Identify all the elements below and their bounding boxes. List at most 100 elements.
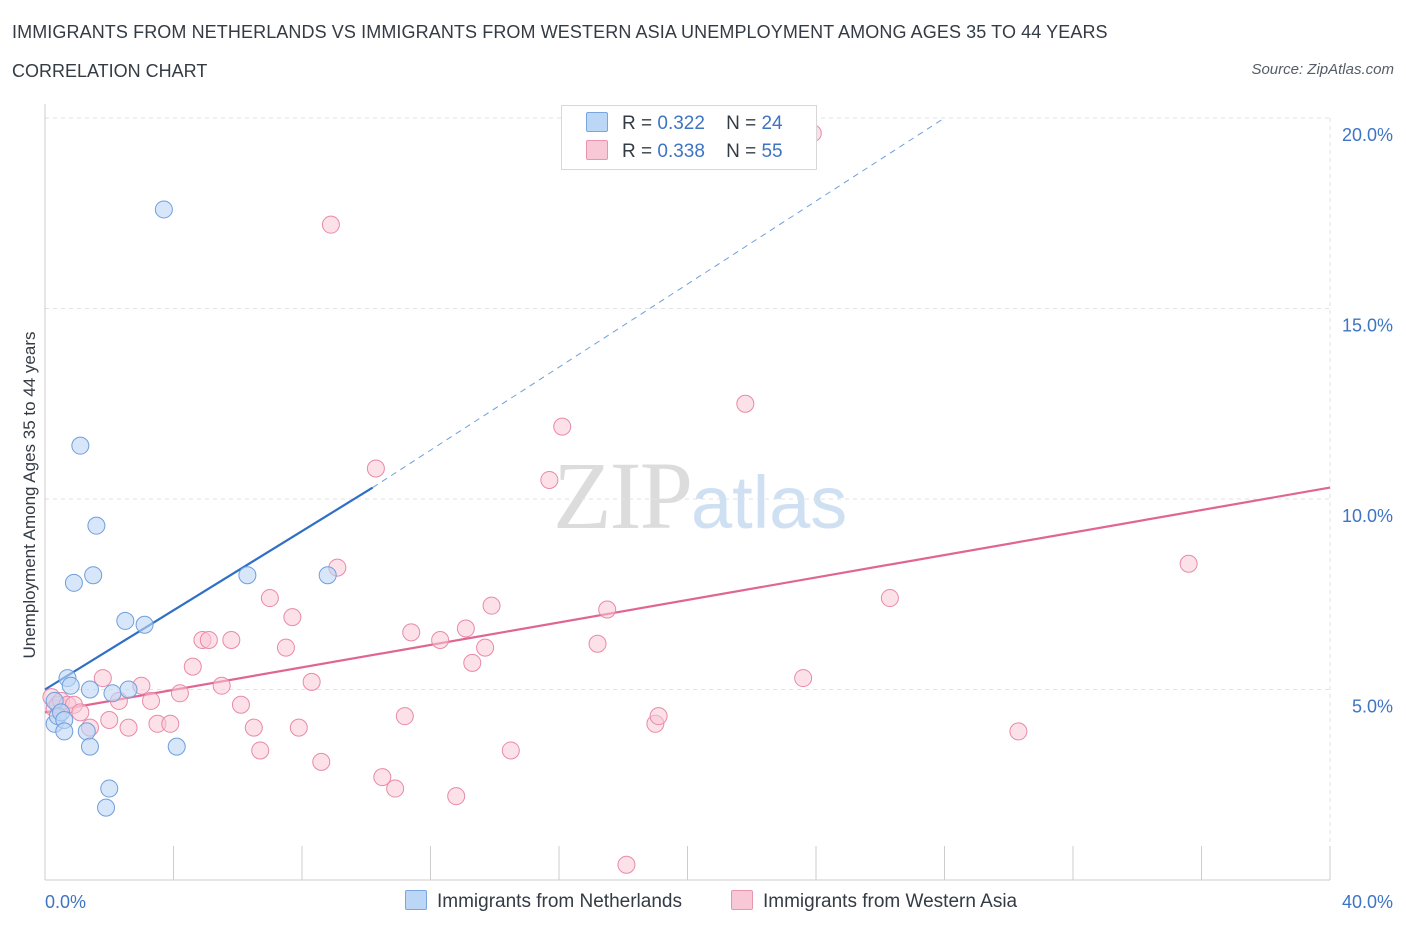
axes [44, 104, 1331, 881]
r-label: R = [622, 141, 653, 162]
trendline-netherlands-extension [372, 117, 945, 488]
point-netherlands [119, 680, 138, 699]
legend-row-western-asia: R = 0.338 N = 55 [586, 140, 783, 164]
point-western-asia [1009, 722, 1028, 741]
western-asia-swatch [586, 140, 608, 160]
point-western-asia [395, 707, 414, 726]
point-netherlands [84, 566, 103, 585]
n-label: N = [726, 113, 757, 134]
point-western-asia [170, 684, 189, 703]
point-western-asia [183, 657, 202, 676]
legend-row-netherlands: R = 0.322 N = 24 [586, 112, 783, 136]
r-value: 0.338 [657, 141, 705, 162]
chart-title: IMMIGRANTS FROM NETHERLANDS VS IMMIGRANT… [12, 22, 1108, 42]
point-netherlands [61, 676, 80, 695]
point-western-asia [386, 779, 405, 798]
point-netherlands [97, 798, 116, 817]
point-western-asia [736, 394, 755, 413]
point-netherlands [103, 684, 122, 703]
point-western-asia [617, 855, 636, 874]
x-tick-label: 40.0% [1342, 892, 1393, 912]
western-asia-swatch [731, 890, 753, 910]
point-western-asia [649, 707, 668, 726]
point-netherlands [71, 436, 90, 455]
point-western-asia [794, 669, 813, 688]
point-netherlands [167, 737, 186, 756]
point-netherlands [238, 566, 257, 585]
point-netherlands [55, 722, 74, 741]
n-value: 24 [761, 113, 783, 134]
n-label: N = [726, 141, 757, 162]
data-points [42, 124, 1198, 874]
zipatlas-watermark: ZIPatlas [553, 440, 847, 551]
legend-item-netherlands: Immigrants from Netherlands [405, 890, 682, 913]
legend-label-netherlands: Immigrants from Netherlands [437, 891, 682, 912]
watermark-atlas: atlas [691, 461, 848, 544]
point-netherlands [77, 722, 96, 741]
point-western-asia [880, 589, 899, 608]
legend-label-western-asia: Immigrants from Western Asia [763, 891, 1018, 912]
x-tick-label: 0.0% [45, 892, 86, 912]
y-tick-label: 20.0% [1342, 125, 1393, 145]
point-western-asia [463, 653, 482, 672]
point-western-asia [366, 459, 385, 478]
point-netherlands [116, 611, 135, 630]
point-western-asia [142, 691, 161, 710]
point-western-asia [321, 215, 340, 234]
point-netherlands [154, 200, 173, 219]
chart-subtitle: CORRELATION CHART [12, 61, 208, 81]
point-western-asia [501, 741, 520, 760]
point-western-asia [251, 741, 270, 760]
point-western-asia [431, 630, 450, 649]
point-western-asia [283, 608, 302, 627]
point-netherlands [318, 566, 337, 585]
y-tick-label: 15.0% [1342, 316, 1393, 336]
y-tick-label: 5.0% [1352, 697, 1393, 717]
n-value: 55 [761, 141, 783, 162]
point-netherlands [100, 779, 119, 798]
trendlines [44, 117, 1331, 714]
point-western-asia [447, 787, 466, 806]
netherlands-swatch [405, 890, 427, 910]
point-western-asia [289, 718, 308, 737]
y-tick-label: 10.0% [1342, 506, 1393, 526]
point-western-asia [119, 718, 138, 737]
point-western-asia [199, 630, 218, 649]
point-western-asia [71, 703, 90, 722]
source-credit: Source: ZipAtlas.com [1251, 61, 1394, 78]
point-western-asia [456, 619, 475, 638]
point-western-asia [540, 470, 559, 489]
point-western-asia [222, 630, 241, 649]
point-western-asia [402, 623, 421, 642]
point-western-asia [373, 768, 392, 787]
point-western-asia [312, 752, 331, 771]
point-western-asia [231, 695, 250, 714]
point-western-asia [100, 710, 119, 729]
netherlands-swatch [586, 112, 608, 132]
grid-lines [45, 117, 1331, 880]
point-western-asia [598, 600, 617, 619]
point-netherlands [80, 680, 99, 699]
point-western-asia [588, 634, 607, 653]
point-netherlands [80, 737, 99, 756]
point-western-asia [476, 638, 495, 657]
point-netherlands [135, 615, 154, 634]
stats-legend: R = 0.322 N = 24 R = 0.338 N = 55 [561, 105, 817, 170]
point-netherlands [64, 573, 83, 592]
r-value: 0.322 [657, 113, 705, 134]
point-western-asia [1179, 554, 1198, 573]
trendline-western-asia [44, 486, 1331, 714]
r-label: R = [622, 113, 653, 134]
watermark-zip: ZIP [553, 442, 693, 549]
legend-item-western-asia: Immigrants from Western Asia [731, 890, 1017, 913]
point-western-asia [553, 417, 572, 436]
point-western-asia [244, 718, 263, 737]
trendline-netherlands [44, 486, 374, 691]
point-western-asia [212, 676, 231, 695]
point-western-asia [260, 589, 279, 608]
point-western-asia [93, 669, 112, 688]
point-western-asia [276, 638, 295, 657]
point-western-asia [302, 672, 321, 691]
tick-labels: 5.0% 10.0% 15.0% 20.0% 0.0% 40.0% [45, 125, 1393, 912]
